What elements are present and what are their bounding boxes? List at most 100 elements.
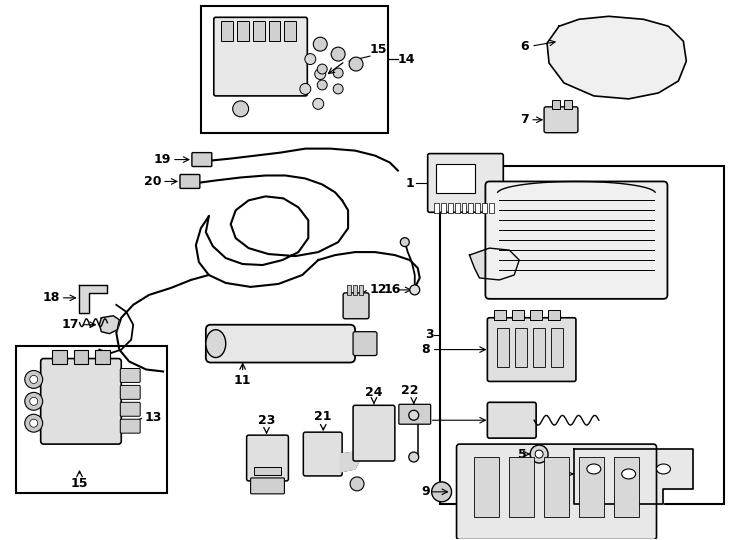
Text: 12: 12 [370, 284, 388, 296]
Text: 8: 8 [421, 343, 429, 356]
Text: 10: 10 [413, 414, 429, 427]
FancyBboxPatch shape [120, 386, 140, 400]
Circle shape [300, 84, 310, 94]
FancyBboxPatch shape [206, 325, 355, 362]
Circle shape [30, 419, 37, 427]
FancyBboxPatch shape [485, 181, 667, 299]
Circle shape [331, 47, 345, 61]
Polygon shape [574, 449, 694, 504]
FancyBboxPatch shape [428, 153, 504, 212]
Bar [353, 285, 357, 295]
Text: 3: 3 [425, 328, 434, 341]
Text: 7: 7 [520, 113, 529, 126]
Bar [533, 328, 545, 368]
FancyBboxPatch shape [247, 435, 288, 481]
Bar [347, 285, 351, 295]
Text: 4: 4 [560, 472, 569, 485]
Text: 15: 15 [70, 477, 88, 490]
Circle shape [313, 37, 327, 51]
FancyBboxPatch shape [214, 17, 308, 96]
Bar [236, 21, 249, 41]
Circle shape [25, 414, 43, 432]
Bar [269, 21, 280, 41]
Bar [551, 328, 563, 368]
Bar [454, 204, 459, 213]
Bar [253, 467, 281, 475]
FancyBboxPatch shape [180, 174, 200, 188]
Text: 14: 14 [398, 52, 415, 65]
Text: 20: 20 [144, 175, 161, 188]
Bar [462, 204, 467, 213]
Bar [490, 204, 494, 213]
FancyBboxPatch shape [353, 406, 395, 461]
Polygon shape [547, 16, 686, 99]
Circle shape [535, 450, 543, 458]
Bar [544, 457, 569, 517]
Circle shape [305, 53, 316, 65]
Text: 1: 1 [406, 177, 415, 190]
Circle shape [30, 375, 37, 383]
FancyBboxPatch shape [40, 359, 121, 444]
Bar [201, 6, 388, 133]
Circle shape [350, 477, 364, 491]
Text: 23: 23 [258, 414, 275, 427]
Bar [552, 100, 560, 109]
Circle shape [315, 69, 326, 79]
Text: 9: 9 [421, 485, 429, 498]
FancyBboxPatch shape [250, 478, 285, 494]
Text: 19: 19 [153, 153, 171, 166]
Text: 17: 17 [62, 318, 79, 331]
Text: 16: 16 [384, 284, 401, 296]
Text: 2: 2 [526, 248, 535, 261]
Circle shape [317, 64, 327, 74]
Polygon shape [99, 316, 120, 334]
Bar [515, 328, 527, 368]
FancyBboxPatch shape [303, 432, 342, 476]
Bar [498, 328, 509, 368]
Circle shape [409, 410, 418, 420]
Circle shape [25, 370, 43, 388]
Circle shape [333, 68, 343, 78]
FancyBboxPatch shape [353, 332, 377, 355]
Bar [95, 349, 110, 363]
Circle shape [410, 285, 420, 295]
Text: 21: 21 [314, 410, 332, 423]
Circle shape [409, 452, 418, 462]
Bar [434, 204, 439, 213]
Bar [468, 204, 473, 213]
Circle shape [313, 98, 324, 109]
FancyBboxPatch shape [487, 318, 576, 381]
FancyBboxPatch shape [120, 368, 140, 382]
FancyBboxPatch shape [457, 444, 656, 539]
Text: 22: 22 [401, 384, 418, 397]
Circle shape [400, 238, 410, 247]
Bar [252, 21, 264, 41]
Text: 11: 11 [234, 374, 251, 388]
Bar [436, 164, 476, 193]
Circle shape [317, 80, 327, 90]
Bar [476, 204, 481, 213]
Bar [359, 285, 363, 295]
FancyBboxPatch shape [192, 153, 212, 166]
Ellipse shape [622, 469, 636, 479]
Bar [474, 457, 499, 517]
Text: 6: 6 [520, 39, 529, 53]
Text: 15: 15 [370, 43, 388, 56]
Text: 24: 24 [366, 386, 382, 400]
FancyBboxPatch shape [544, 107, 578, 133]
Circle shape [530, 445, 548, 463]
Polygon shape [340, 452, 360, 472]
Bar [548, 310, 560, 320]
Text: 5: 5 [518, 448, 527, 461]
FancyBboxPatch shape [120, 419, 140, 433]
Circle shape [349, 57, 363, 71]
Bar [51, 349, 67, 363]
Bar [530, 310, 542, 320]
Circle shape [30, 397, 37, 406]
Bar [509, 457, 534, 517]
Bar [482, 204, 487, 213]
Bar [221, 21, 233, 41]
Circle shape [233, 101, 249, 117]
FancyBboxPatch shape [399, 404, 431, 424]
FancyBboxPatch shape [343, 293, 369, 319]
